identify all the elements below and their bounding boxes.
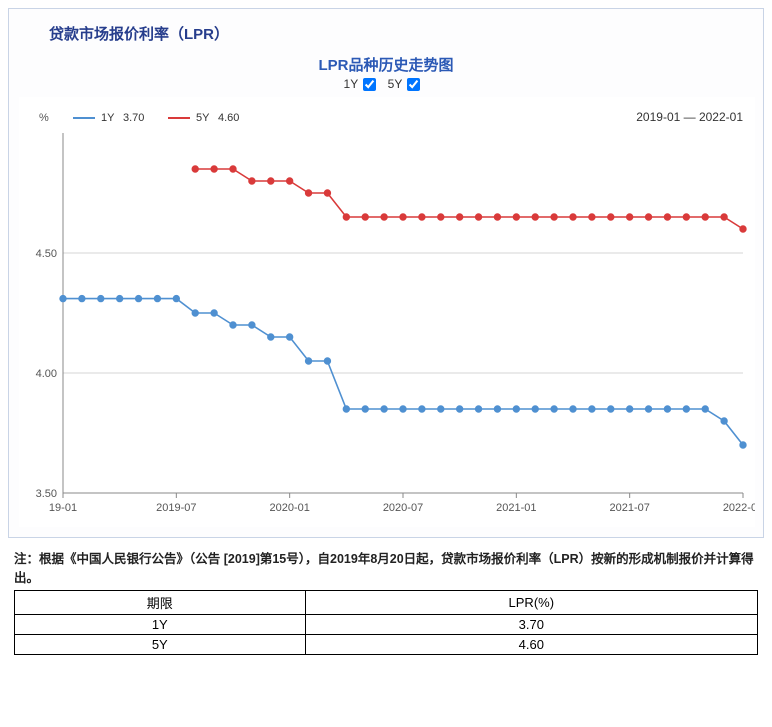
toggle-1y-checkbox[interactable]	[363, 78, 376, 91]
col-term: 期限	[15, 590, 306, 614]
footnote-text: 注：根据《中国人民银行公告》（公告 [2019]第15号），自2019年8月20…	[0, 546, 772, 590]
table-header-row: 期限 LPR(%)	[15, 590, 758, 614]
lpr-panel: 贷款市场报价利率（LPR） LPR品种历史走势图 1Y 5Y 3.50 4.00 4…	[8, 8, 764, 538]
svg-text:2022-01: 2022-01	[723, 502, 755, 514]
svg-text:2021-01: 2021-01	[496, 502, 536, 514]
toggle-1y-label: 1Y	[344, 77, 358, 91]
svg-text:3.70: 3.70	[123, 112, 144, 124]
table-cell: 4.60	[305, 634, 757, 654]
svg-text:1Y: 1Y	[101, 112, 115, 124]
svg-text:%: %	[39, 112, 49, 124]
series-toggle-row: 1Y 5Y	[9, 77, 763, 91]
panel-title: 贷款市场报价利率（LPR）	[9, 9, 763, 48]
table-cell: 3.70	[305, 614, 757, 634]
svg-text:2021-07: 2021-07	[609, 502, 649, 514]
svg-text:4.00: 4.00	[36, 368, 57, 380]
toggle-5y-label: 5Y	[388, 77, 402, 91]
chart-area: 3.50 4.00 4.50 19-01 2019-07 2020-01 2020-07 20…	[9, 97, 763, 537]
svg-text:19-01: 19-01	[49, 502, 77, 514]
svg-text:2020-01: 2020-01	[269, 502, 309, 514]
svg-text:4.60: 4.60	[218, 112, 239, 124]
lpr-table: 期限 LPR(%) 1Y3.705Y4.60	[14, 590, 758, 655]
svg-text:3.50: 3.50	[36, 488, 57, 500]
svg-text:2019-01 — 2022-01: 2019-01 — 2022-01	[636, 110, 743, 124]
col-lpr: LPR(%)	[305, 590, 757, 614]
chart-title: LPR品种历史走势图	[9, 54, 763, 75]
table-cell: 1Y	[15, 614, 306, 634]
svg-text:5Y: 5Y	[196, 112, 210, 124]
table-cell: 5Y	[15, 634, 306, 654]
toggle-5y-checkbox[interactable]	[407, 78, 420, 91]
lpr-line-chart: 3.50 4.00 4.50 19-01 2019-07 2020-01 2020-07 20…	[19, 97, 755, 527]
svg-text:2019-07: 2019-07	[156, 502, 196, 514]
svg-text:4.50: 4.50	[36, 248, 57, 260]
svg-text:2020-07: 2020-07	[383, 502, 423, 514]
table-row: 1Y3.70	[15, 614, 758, 634]
table-row: 5Y4.60	[15, 634, 758, 654]
